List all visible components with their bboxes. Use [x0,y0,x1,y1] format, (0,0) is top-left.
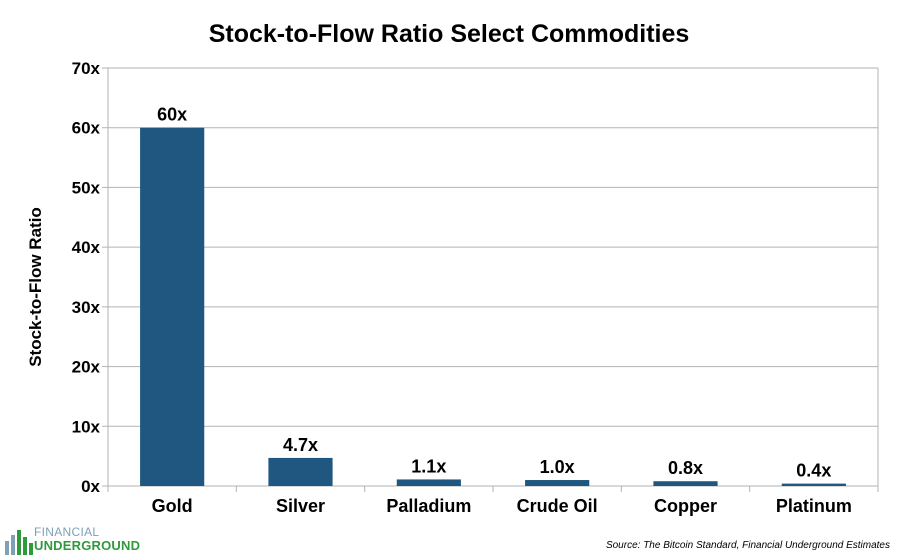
y-tick-label: 30x [72,298,101,317]
bars [140,127,846,486]
data-labels: 60x 4.7x 1.1x 1.0x 0.8x 0.4x [157,105,831,481]
bar [525,480,590,486]
data-label: 1.1x [411,456,446,476]
y-tick-label: 10x [72,417,101,436]
financial-underground-logo: FINANCIAL UNDERGROUND [4,525,154,555]
category-label: Platinum [776,496,852,516]
grid-lines [102,67,879,492]
category-label: Crude Oil [517,496,598,516]
logo-text-bottom: UNDERGROUND [34,538,141,553]
bar-columns-icon [5,530,33,555]
source-note: Source: The Bitcoin Standard, Financial … [605,540,890,551]
category-label: Palladium [386,496,471,516]
data-label: 4.7x [283,435,318,455]
bar [781,483,846,486]
y-tick-label: 60x [72,119,101,138]
data-label: 0.4x [796,461,831,481]
category-label: Gold [152,496,193,516]
bar [396,479,461,486]
logo-text-top: FINANCIAL [34,525,100,539]
bar [268,457,333,486]
y-tick-label: 70x [72,59,101,78]
category-label: Copper [654,496,717,516]
bar [653,481,718,486]
bar [140,127,205,486]
y-axis-ticks: 0x 10x 20x 30x 40x 50x 60x 70x [72,59,101,496]
y-tick-label: 20x [72,358,101,377]
data-label: 1.0x [540,457,575,477]
y-tick-label: 0x [81,477,100,496]
x-axis-categories: Gold Silver Palladium Crude Oil Copper Platin… [152,496,852,516]
y-axis-label: Stock-to-Flow Ratio [26,207,45,367]
y-tick-label: 40x [72,238,101,257]
category-label: Silver [276,496,325,516]
y-tick-label: 50x [72,178,101,197]
data-label: 60x [157,105,187,125]
chart-title: Stock-to-Flow Ratio Select Commodities [208,20,690,48]
data-label: 0.8x [668,458,703,478]
